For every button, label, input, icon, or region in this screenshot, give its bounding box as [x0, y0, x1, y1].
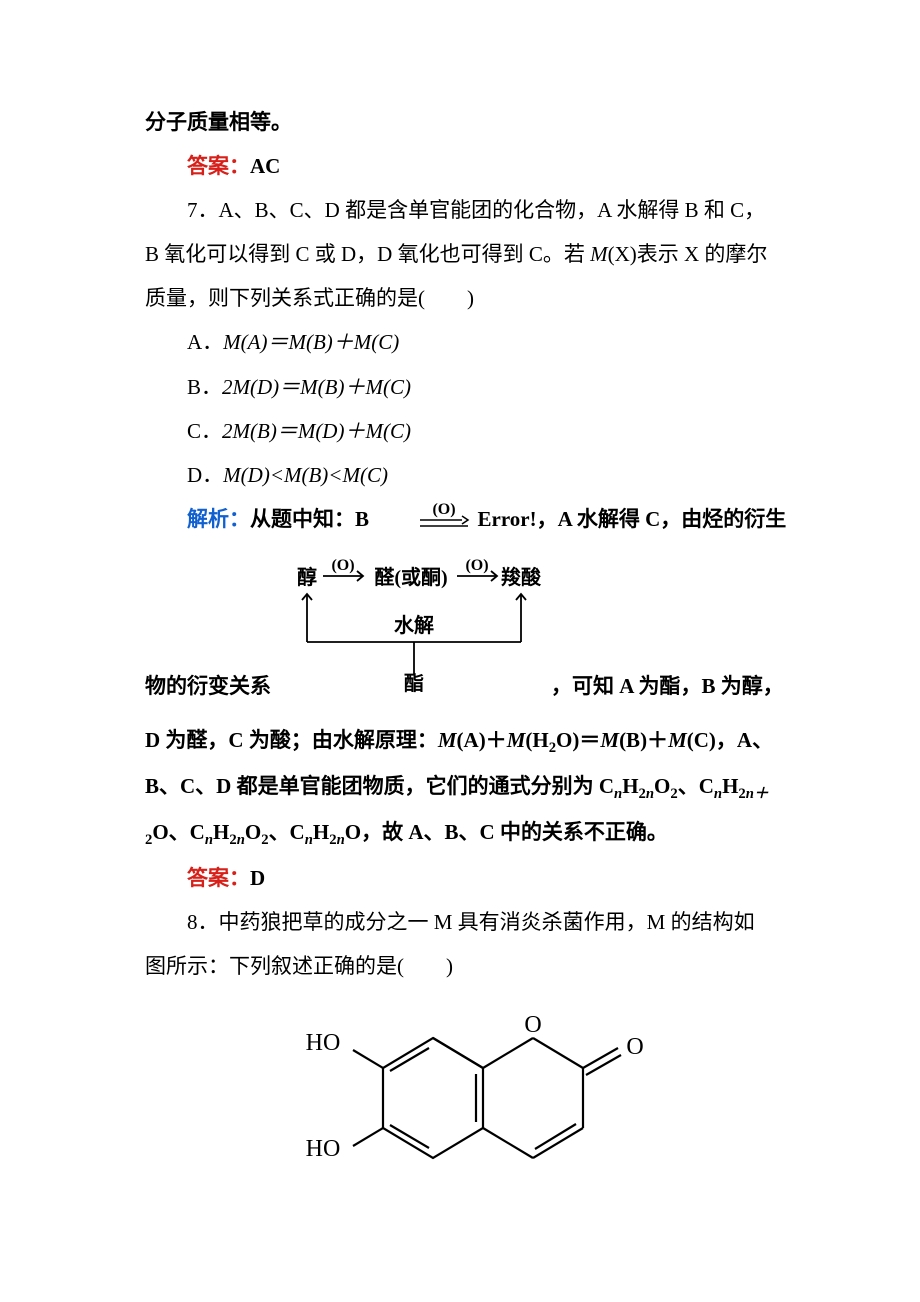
answer-6: 答案：AC — [145, 144, 800, 188]
expl7-line1: 解析：从题中知：B (O) Error!，A 水解得 C，由烃的衍生 — [145, 497, 800, 544]
sub2: 2 — [670, 786, 677, 802]
sub2: 2 — [261, 832, 268, 848]
M: M — [668, 728, 687, 752]
sub-2n+: 2 — [738, 786, 745, 802]
sub-n: n — [205, 832, 213, 848]
M: M — [438, 728, 457, 752]
sub-n: n — [237, 832, 245, 848]
opt-math: 2M(D)＝M(B)＋M(C) — [222, 375, 411, 399]
M: M — [600, 728, 619, 752]
acid-label: 羧酸 — [501, 565, 542, 589]
M: M — [507, 728, 526, 752]
text: 从题中知：B — [250, 507, 374, 531]
oxid2: (O) — [465, 558, 488, 574]
explain-label: 解析： — [187, 507, 250, 531]
opt-prefix: C． — [187, 419, 222, 443]
text: (H — [525, 728, 548, 752]
text: (C)，A、 — [687, 728, 773, 752]
var-M: M — [590, 242, 608, 266]
q7-line2: B 氧化可以得到 C 或 D，D 氧化也可得到 C。若 M(X)表示 X 的摩尔 — [145, 232, 800, 276]
text: O — [245, 820, 261, 844]
q8-line2: 图所示：下列叙述正确的是( ) — [145, 944, 800, 988]
text: Error!，A 水解得 C，由烃的衍生 — [478, 507, 787, 531]
HO-label-1: HO — [305, 1030, 340, 1056]
opt-math: M(A)＝M(B)＋M(C) — [223, 330, 399, 354]
opt-math: 2M(B)＝M(D)＋M(C) — [222, 419, 411, 443]
sub2: 2 — [549, 740, 556, 756]
sub-n: n — [337, 832, 345, 848]
answer-value: D — [250, 866, 265, 890]
sub-n+: n＋ — [746, 786, 769, 802]
opt-prefix: B． — [187, 375, 222, 399]
aldehyde-label: 醛(或酮) — [374, 565, 447, 589]
answer-label: 答案： — [187, 154, 250, 178]
expl7-line5: 2O、CnH2nO2、CnH2nO，故 A、B、C 中的关系不正确。 — [145, 810, 800, 856]
expl7-with-diagram: 物的衍变关系 醇 醛(或酮) 羧酸 (O) (O) 水解 酯 — [145, 558, 800, 708]
sub-n: n — [714, 786, 722, 802]
text: O，故 A、B、C 中的关系不正确。 — [345, 820, 668, 844]
text: O — [654, 774, 670, 798]
oxid1: (O) — [331, 558, 354, 574]
q7-line3: 质量，则下列关系式正确的是( ) — [145, 276, 800, 320]
sub-n: n — [305, 832, 313, 848]
left-text: 物的衍变关系 — [145, 664, 271, 708]
ester-label: 酯 — [404, 672, 424, 693]
oxid-label: (O) — [433, 502, 456, 518]
answer-value: AC — [250, 154, 280, 178]
sub-n: n — [614, 786, 622, 802]
text: H — [722, 774, 738, 798]
text: 、C — [678, 774, 714, 798]
hydrolysis-label: 水解 — [394, 613, 434, 637]
text: H — [313, 820, 329, 844]
q7-optA: A．M(A)＝M(B)＋M(C) — [145, 320, 800, 364]
text: H — [622, 774, 638, 798]
derivation-diagram: 醇 醛(或酮) 羧酸 (O) (O) 水解 酯 — [271, 558, 551, 708]
O-label-carbonyl: O — [626, 1034, 643, 1060]
text: (A)＋ — [457, 728, 507, 752]
alcohol-label: 醇 — [297, 565, 317, 589]
q8-line1: 8．中药狼把草的成分之一 M 具有消炎杀菌作用，M 的结构如 — [145, 900, 800, 944]
opt-prefix: A． — [187, 330, 223, 354]
sub-2n: 2 — [329, 832, 336, 848]
text: B、C、D 都是单官能团物质，它们的通式分别为 C — [145, 774, 614, 798]
opt-math: M(D)<M(B)<M(C) — [223, 463, 388, 487]
text: (B)＋ — [619, 728, 668, 752]
arrow-over-O: (O) — [374, 502, 472, 547]
q7-optC: C．2M(B)＝M(D)＋M(C) — [145, 409, 800, 453]
HO-label-2: HO — [305, 1136, 340, 1162]
sub-2n: 2 — [639, 786, 646, 802]
answer-label: 答案： — [187, 866, 250, 890]
molecule-structure: HO HO O O — [283, 998, 663, 1198]
expl7-line3: D 为醛，C 为酸；由水解原理：M(A)＋M(H2O)＝M(B)＋M(C)，A、 — [145, 718, 800, 764]
text: D 为醛，C 为酸；由水解原理： — [145, 728, 438, 752]
text: O)＝ — [556, 728, 600, 752]
prev-fragment: 分子质量相等。 — [145, 100, 800, 144]
sub-2n: 2 — [229, 832, 236, 848]
right-text: ，可知 A 为酯，B 为醇， — [551, 664, 784, 708]
q7-optD: D．M(D)<M(B)<M(C) — [145, 453, 800, 497]
answer-7: 答案：D — [145, 856, 800, 900]
q7-optB: B．2M(D)＝M(B)＋M(C) — [145, 365, 800, 409]
opt-prefix: D． — [187, 463, 223, 487]
O-label-ring: O — [524, 1012, 541, 1038]
text: H — [213, 820, 229, 844]
sub-n: n — [646, 786, 654, 802]
page: 分子质量相等。 答案：AC 7．A、B、C、D 都是含单官能团的化合物，A 水解… — [0, 0, 920, 1302]
text: B 氧化可以得到 C 或 D，D 氧化也可得到 C。若 — [145, 242, 590, 266]
q7-line1: 7．A、B、C、D 都是含单官能团的化合物，A 水解得 B 和 C， — [145, 188, 800, 232]
text: O、C — [152, 820, 205, 844]
text: (X)表示 X 的摩尔 — [608, 242, 768, 266]
expl7-line4: B、C、D 都是单官能团物质，它们的通式分别为 CnH2nO2、CnH2n＋ — [145, 764, 800, 810]
text: 、C — [269, 820, 305, 844]
